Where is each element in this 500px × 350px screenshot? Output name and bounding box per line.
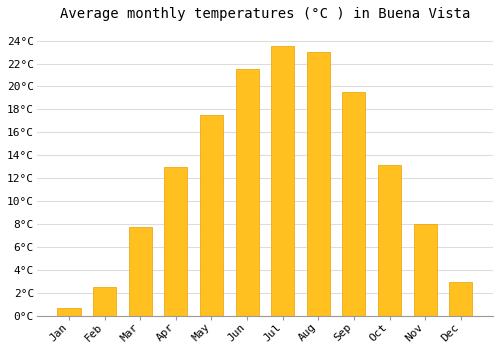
Bar xyxy=(128,226,152,316)
Bar xyxy=(58,308,80,316)
Bar xyxy=(414,224,436,316)
Bar xyxy=(342,92,365,316)
Bar xyxy=(271,46,294,316)
Title: Average monthly temperatures (°C ) in Buena Vista: Average monthly temperatures (°C ) in Bu… xyxy=(60,7,470,21)
Bar xyxy=(236,69,258,316)
Bar xyxy=(378,164,401,316)
Bar xyxy=(93,287,116,316)
Bar xyxy=(306,52,330,316)
Bar xyxy=(449,282,472,316)
Bar xyxy=(164,167,188,316)
Bar xyxy=(200,115,223,316)
